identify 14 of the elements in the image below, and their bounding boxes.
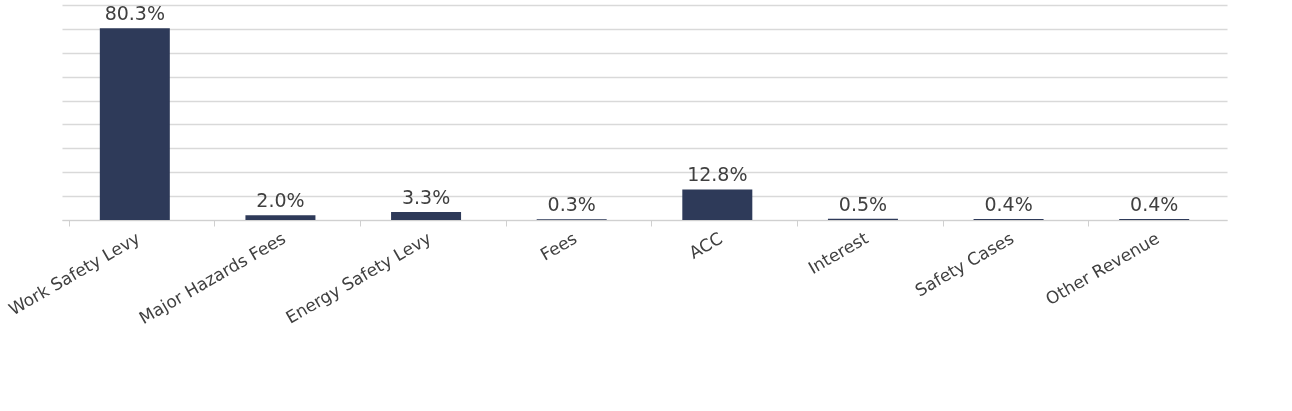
data-label: 0.3% xyxy=(547,193,596,216)
bar xyxy=(99,28,170,220)
bar xyxy=(391,212,462,220)
data-label: 0.4% xyxy=(984,193,1033,216)
x-tick-label: Fees xyxy=(536,227,581,265)
data-label: 12.8% xyxy=(687,163,748,186)
data-label: 0.4% xyxy=(1130,193,1179,216)
data-label: 2.0% xyxy=(256,189,305,212)
bar xyxy=(682,189,753,220)
data-label: 3.3% xyxy=(401,186,451,209)
data-label: 80.3% xyxy=(104,2,165,25)
bar xyxy=(245,215,316,220)
x-tick-label: ACC xyxy=(685,227,726,263)
data-label: 0.5% xyxy=(838,192,888,215)
